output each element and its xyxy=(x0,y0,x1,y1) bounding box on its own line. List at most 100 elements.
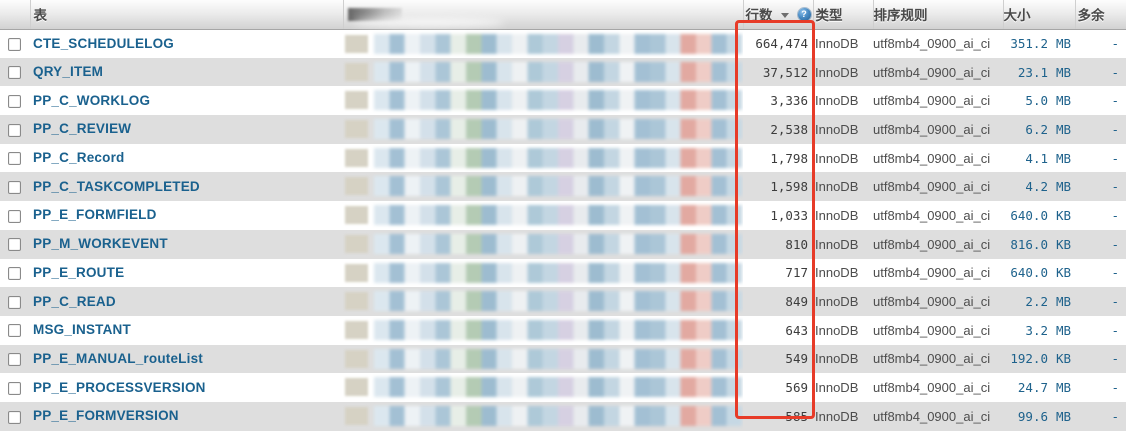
redacted-actions-cell xyxy=(343,86,743,115)
table-row: PP_E_FORMVERSION 585 InnoDB utf8mb4_0900… xyxy=(0,401,1126,431)
row-checkbox[interactable] xyxy=(8,152,21,166)
engine-type-cell: InnoDB xyxy=(815,265,859,281)
redacted-actions-mosaic xyxy=(374,90,742,111)
column-header-size[interactable]: 大小 xyxy=(1002,0,1075,30)
collation-cell: utf8mb4_0900_ai_ci xyxy=(873,380,991,396)
row-checkbox[interactable] xyxy=(8,94,21,108)
row-checkbox[interactable] xyxy=(8,410,21,424)
table-name-cell: QRY_ITEM xyxy=(30,57,343,87)
engine-type-cell: InnoDB xyxy=(815,150,859,166)
size-unit: KB xyxy=(1056,236,1072,252)
table-name-link[interactable]: PP_E_MANUAL_routeList xyxy=(33,350,203,366)
overhead-cell: - xyxy=(1111,36,1119,52)
redacted-actions-mosaic xyxy=(374,348,742,369)
row-checkbox-cell xyxy=(0,115,30,144)
row-checkbox[interactable] xyxy=(8,381,21,395)
row-checkbox[interactable] xyxy=(8,209,21,223)
overhead-cell: - xyxy=(1075,172,1126,202)
redacted-actions-mosaic xyxy=(374,61,742,82)
row-checkbox[interactable] xyxy=(8,324,21,338)
engine-type-cell: InnoDB xyxy=(815,380,859,396)
column-header-table[interactable]: 表 xyxy=(29,0,343,30)
size-cell: 24.7 MB xyxy=(1003,373,1075,402)
row-checkbox-cell xyxy=(0,344,30,374)
redacted-actions-mosaic xyxy=(374,262,742,283)
table-name-link[interactable]: PP_C_TASKCOMPLETED xyxy=(33,178,200,194)
row-checkbox[interactable] xyxy=(8,238,21,252)
size-value: 6.2 xyxy=(1025,121,1048,137)
size-value: 2.2 xyxy=(1025,294,1048,310)
table-row: PP_E_PROCESSVERSION 569 InnoDB utf8mb4_0… xyxy=(0,373,1126,402)
row-checkbox[interactable] xyxy=(8,123,21,137)
redacted-actions-cell xyxy=(343,344,743,374)
table-name-link[interactable]: PP_E_ROUTE xyxy=(33,264,125,280)
overhead-cell: - xyxy=(1075,401,1126,431)
row-count-cell: 1,798 xyxy=(770,150,808,166)
table-name-cell: PP_E_PROCESSVERSION xyxy=(30,373,343,402)
size-value: 816.0 xyxy=(1010,236,1048,252)
row-checkbox[interactable] xyxy=(8,181,21,195)
row-checkbox-cell xyxy=(0,201,30,230)
row-checkbox-cell xyxy=(0,401,30,431)
column-header-redacted xyxy=(342,0,743,30)
table-name-cell: MSG_INSTANT xyxy=(30,316,343,345)
table-name-link[interactable]: CTE_SCHEDULELOG xyxy=(33,35,175,51)
overhead-cell: - xyxy=(1111,265,1119,281)
row-checkbox-cell xyxy=(0,86,30,115)
engine-type-cell: InnoDB xyxy=(815,322,859,338)
column-header-collation[interactable]: 排序规则 xyxy=(872,0,1003,30)
collation-cell: utf8mb4_0900_ai_ci xyxy=(873,150,991,166)
redacted-actions-mosaic xyxy=(374,233,742,254)
size-value: 640.0 xyxy=(1010,265,1048,281)
table-name-link[interactable]: PP_E_FORMFIELD xyxy=(33,207,157,223)
row-checkbox[interactable] xyxy=(8,295,21,309)
redacted-lead-block xyxy=(345,263,368,282)
table-name-link[interactable]: PP_E_PROCESSVERSION xyxy=(33,379,206,395)
column-header-rows[interactable]: 行数 ? xyxy=(742,0,813,30)
table-row: PP_C_Record 1,798 InnoDB utf8mb4_0900_ai… xyxy=(0,144,1126,173)
redacted-lead-block xyxy=(345,34,368,53)
table-name-link[interactable]: PP_C_WORKLOG xyxy=(33,92,151,108)
table-name-link[interactable]: MSG_INSTANT xyxy=(33,322,131,338)
redacted-actions-mosaic xyxy=(374,147,742,168)
table-row: PP_E_ROUTE 717 InnoDB utf8mb4_0900_ai_ci… xyxy=(0,259,1126,288)
table-name-link[interactable]: PP_C_READ xyxy=(33,293,116,309)
collation-cell: utf8mb4_0900_ai_ci xyxy=(873,229,1003,259)
table-name-link[interactable]: PP_E_FORMVERSION xyxy=(33,408,179,424)
size-cell: 23.1 MB xyxy=(1003,57,1075,87)
table-body: CTE_SCHEDULELOG 664,474 InnoDB utf8mb4_0… xyxy=(0,29,1126,431)
row-count-cell: 1,598 xyxy=(743,172,813,202)
row-checkbox[interactable] xyxy=(8,66,21,80)
row-count-cell: 585 xyxy=(743,401,813,431)
engine-type-cell: InnoDB xyxy=(813,115,873,144)
overhead-cell: - xyxy=(1075,287,1126,316)
redacted-lead-block xyxy=(345,349,368,368)
table-name-link[interactable]: PP_C_Record xyxy=(33,150,125,166)
overhead-cell: - xyxy=(1111,207,1119,223)
size-cell: 640.0 KB xyxy=(1003,201,1075,230)
row-checkbox[interactable] xyxy=(8,353,21,367)
table-name-link[interactable]: QRY_ITEM xyxy=(33,64,104,80)
table-name-cell: PP_E_MANUAL_routeList xyxy=(30,344,343,374)
size-value: 3.2 xyxy=(1025,322,1048,338)
row-count-cell: 717 xyxy=(785,265,808,281)
table-name-link[interactable]: PP_M_WORKEVENT xyxy=(33,236,168,252)
redacted-actions-cell xyxy=(343,57,743,87)
size-unit: MB xyxy=(1056,121,1072,137)
row-checkbox[interactable] xyxy=(8,267,21,281)
table-name-link[interactable]: PP_C_REVIEW xyxy=(33,121,132,137)
redacted-actions-cell xyxy=(343,259,743,288)
engine-type-cell: InnoDB xyxy=(813,57,873,87)
engine-type-cell: InnoDB xyxy=(815,207,859,223)
redacted-header-blob xyxy=(347,8,402,21)
redacted-actions-cell xyxy=(343,373,743,402)
overhead-cell: - xyxy=(1075,115,1126,144)
column-header-overhead[interactable]: 多余 xyxy=(1074,0,1126,30)
size-unit: KB xyxy=(1056,351,1072,367)
column-header-type[interactable]: 类型 xyxy=(812,0,873,30)
size-value: 23.1 xyxy=(1017,64,1048,80)
row-checkbox[interactable] xyxy=(8,37,21,51)
redacted-lead-block xyxy=(345,177,368,196)
help-icon[interactable]: ? xyxy=(797,7,811,21)
redacted-actions-cell xyxy=(343,229,743,259)
